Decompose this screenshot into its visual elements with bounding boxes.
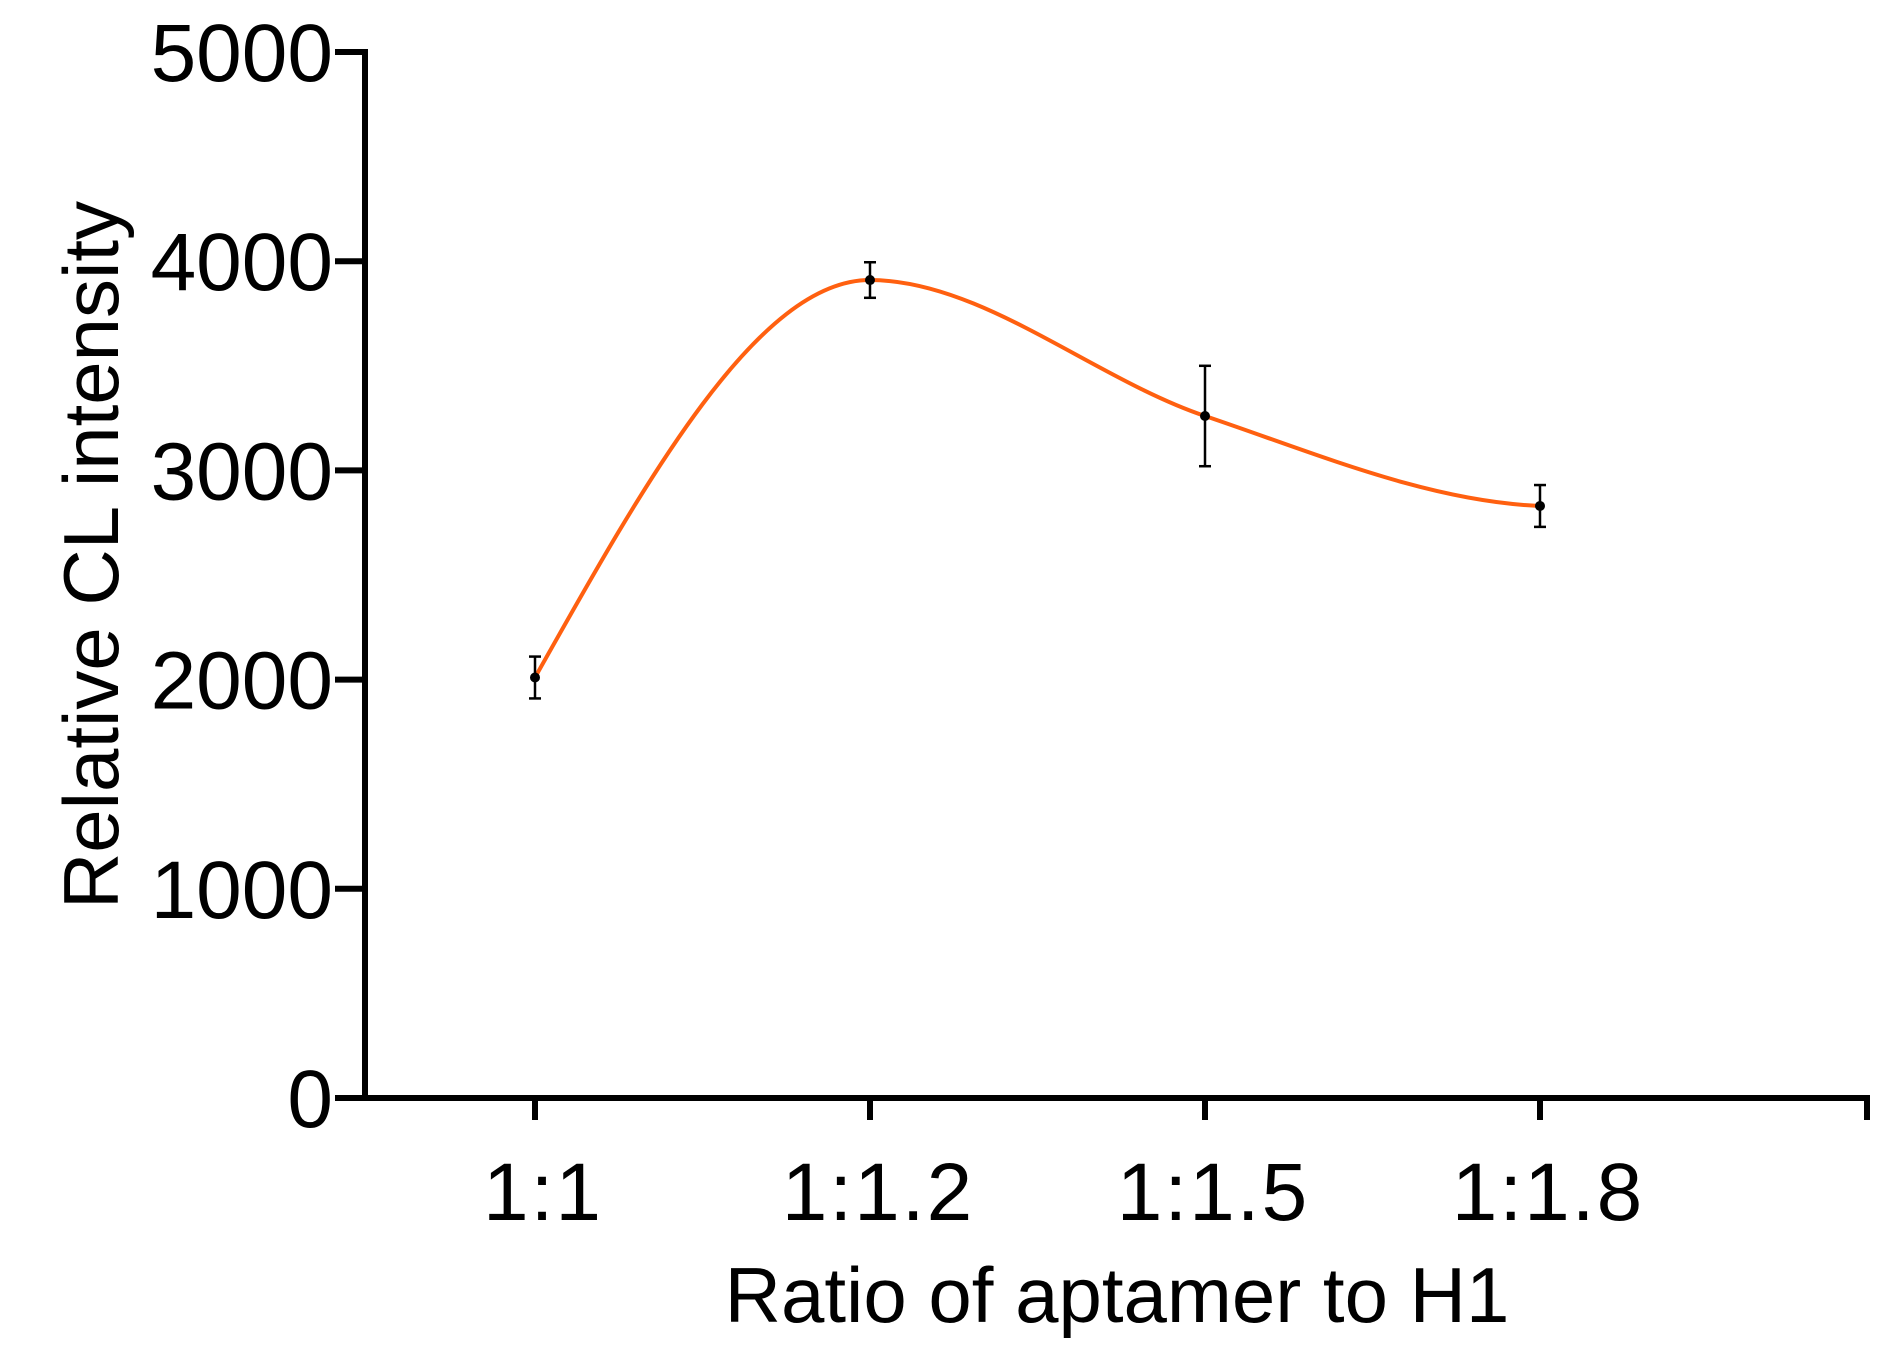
data-point — [1200, 411, 1210, 422]
y-tick-label: 2000 — [151, 636, 333, 727]
series — [529, 260, 1546, 700]
x-tick-label: 1:1 — [483, 1147, 603, 1238]
x-tick-label: 1:1.5 — [1117, 1147, 1309, 1238]
series-line — [533, 278, 1541, 679]
data-point — [530, 672, 540, 683]
x-ticks: 1:1 1:1.2 1:1.5 1:1.8 — [483, 1098, 1644, 1238]
y-axis-title: Relative CL intensity — [47, 201, 135, 909]
axes — [362, 49, 1870, 1120]
x-axis-title: Ratio of aptamer to H1 — [725, 1251, 1510, 1339]
data-point — [865, 275, 875, 286]
y-tick-label: 4000 — [151, 217, 333, 308]
y-tick-label: 1000 — [151, 845, 333, 936]
y-ticks: 0 1000 2000 3000 4000 5000 — [151, 8, 365, 1145]
y-tick-label: 5000 — [151, 8, 333, 99]
data-point — [1535, 500, 1545, 511]
y-tick-label: 3000 — [151, 426, 333, 517]
y-tick-label: 0 — [287, 1054, 333, 1145]
x-tick-label: 1:1.2 — [782, 1147, 974, 1238]
x-tick-label: 1:1.8 — [1452, 1147, 1644, 1238]
